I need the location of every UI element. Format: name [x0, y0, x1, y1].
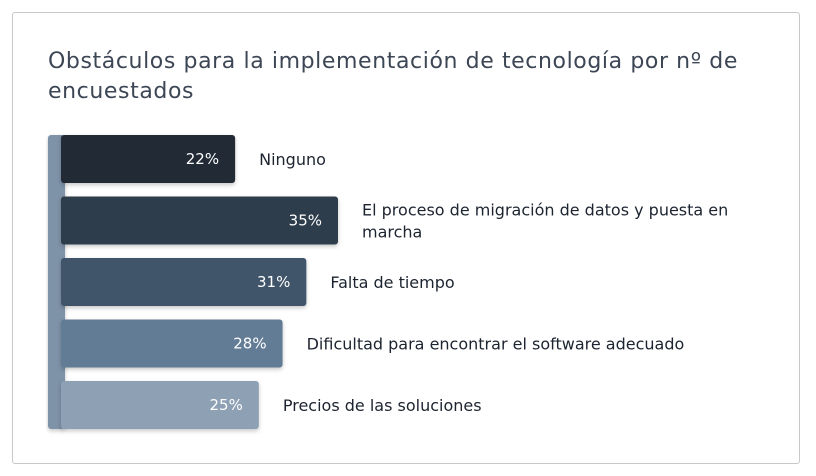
- bar-1: [61, 196, 338, 245]
- bar-2: [61, 258, 307, 306]
- category-label-0: Ninguno: [259, 150, 326, 169]
- chart-card: Obstáculos para la implementación de tec…: [12, 12, 800, 464]
- bar-value-label-1: 35%: [289, 212, 322, 230]
- bar-chart: 22% Ninguno 35% El proceso de migración de …: [48, 135, 728, 429]
- axis-strip: [48, 135, 65, 429]
- bar-value-label-3: 28%: [233, 335, 266, 353]
- category-label-2: Falta de tiempo: [330, 273, 454, 292]
- bar-value-label-4: 25%: [210, 396, 243, 414]
- category-label-3: Dificultad para encontrar el software ad…: [307, 335, 685, 354]
- chart-title: Obstáculos para la implementación de tec…: [48, 49, 738, 104]
- bar-value-label-2: 31%: [257, 273, 290, 291]
- category-label-1: El proceso de migración de datos y puest…: [362, 201, 728, 242]
- category-label-4: Precios de las soluciones: [283, 396, 482, 415]
- bar-3: [61, 319, 283, 368]
- bar-0: [61, 135, 236, 183]
- bar-value-label-0: 22%: [186, 150, 219, 168]
- bar-4: [61, 381, 259, 429]
